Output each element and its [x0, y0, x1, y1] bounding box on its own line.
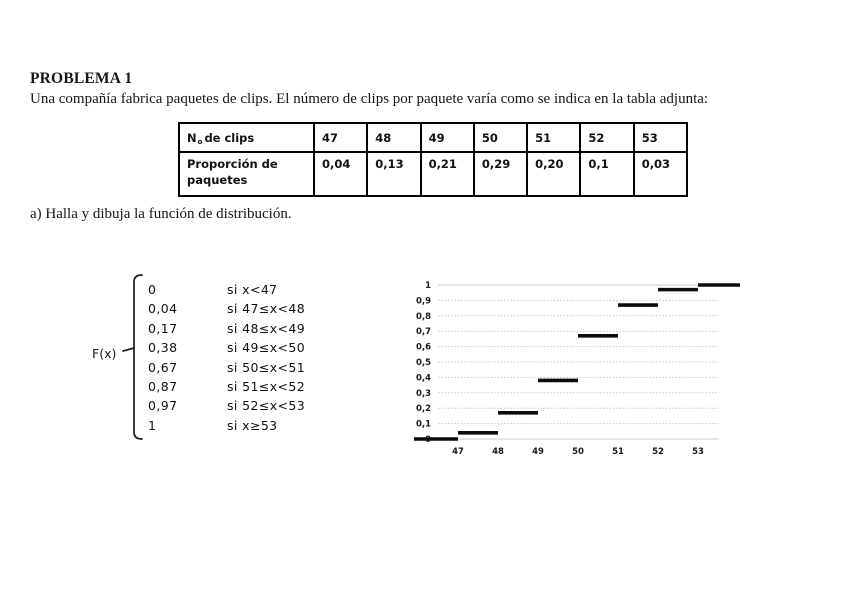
- clips-label-rest: de clips: [204, 130, 255, 145]
- function-piece: 0,17 si 48≤x<49: [148, 319, 305, 338]
- chart-y-tick-label: 0,8: [416, 312, 431, 322]
- piece-condition: si 52≤x<53: [227, 398, 306, 414]
- function-piece: 0,97 si 52≤x<53: [148, 396, 305, 415]
- piece-value: 0,04: [148, 301, 178, 317]
- chart-y-tick-label: 1: [425, 281, 431, 291]
- clips-label-prefix: N: [187, 130, 197, 145]
- function-piece: 0,87 si 51≤x<52: [148, 377, 305, 396]
- proportion-value-cell: 0,03: [632, 151, 689, 197]
- piece-condition: si 47≤x<48: [227, 301, 306, 317]
- piece-value: 0,38: [148, 340, 178, 356]
- function-piece: 0,38 si 49≤x<50: [148, 338, 305, 357]
- clips-value-cell: 48: [366, 122, 422, 153]
- piece-condition: si x<47: [227, 282, 278, 297]
- chart-x-tick-label: 50: [572, 447, 584, 457]
- proportion-row: Proporción de paquetes 0,04 0,13 0,21 0,29 0…: [178, 151, 689, 197]
- chart-y-tick-label: 0,1: [416, 420, 431, 430]
- chart-y-tick-label: 0,9: [416, 296, 431, 306]
- chart-y-tick-label: 0,6: [416, 343, 431, 353]
- chart-x-tick-label: 47: [452, 447, 464, 457]
- piece-value: 0,97: [148, 398, 178, 414]
- proportion-value-cell: 0,21: [419, 151, 475, 197]
- question-a: a) Halla y dibuja la función de distribu…: [30, 206, 292, 222]
- piece-condition: si 50≤x<51: [227, 359, 306, 375]
- chart-y-tick-label: 0,5: [416, 358, 431, 368]
- chart-x-tick-label: 52: [652, 447, 664, 457]
- chart-x-tick-label: 51: [612, 447, 624, 457]
- clips-value-cell: 51: [526, 122, 582, 153]
- proportion-value-cell: 0,29: [472, 151, 529, 197]
- function-name: F(x): [92, 346, 117, 361]
- chart-y-tick-label: 0,7: [416, 327, 431, 337]
- chart-y-tick-label: 0,4: [416, 373, 431, 383]
- clips-value-cell: 50: [472, 122, 529, 153]
- proportion-value-cell: 0,1: [579, 151, 635, 197]
- piece-value: 0,17: [148, 320, 178, 336]
- proportion-label-cell: Proporción de paquetes: [178, 151, 315, 197]
- function-piece: 0,04 si 47≤x<48: [148, 299, 305, 318]
- function-pieces: 0 si x<47 0,04 si 47≤x<48 0,17 si 48≤x<49 0,38…: [148, 280, 305, 435]
- clips-value-cell: 53: [632, 122, 689, 153]
- function-piece: 0,67 si 50≤x<51: [148, 358, 305, 377]
- frequency-table: No de clips 47 48 49 50 51 52 53 Proporción de …: [178, 122, 689, 197]
- problem-title: PROBLEMA 1: [30, 70, 133, 87]
- intro-text: Una compañía fabrica paquetes de clips. …: [30, 91, 709, 107]
- chart-x-tick-label: 48: [492, 447, 504, 457]
- proportion-value-cell: 0,04: [312, 151, 369, 197]
- proportion-value-cell: 0,13: [366, 151, 422, 197]
- piece-value: 1: [148, 417, 157, 433]
- clips-value-cell: 52: [579, 122, 635, 153]
- distribution-chart: 10,90,80,70,60,50,40,30,20,1047484950515…: [414, 281, 740, 457]
- piece-condition: si x≥53: [227, 417, 278, 433]
- piece-condition: si 48≤x<49: [227, 320, 306, 336]
- piece-value: 0,67: [148, 359, 178, 375]
- chart-x-tick-label: 53: [692, 447, 704, 457]
- chart-x-tick-label: 49: [532, 447, 544, 457]
- piece-condition: si 49≤x<50: [227, 340, 306, 356]
- chart-y-tick-label: 0,3: [416, 389, 431, 399]
- clips-value-cell: 47: [312, 122, 369, 153]
- clips-label-cell: No de clips: [178, 122, 315, 153]
- function-bracket-icon: [122, 274, 143, 440]
- clips-value-cell: 49: [419, 122, 475, 153]
- function-piece: 0 si x<47: [148, 280, 305, 299]
- function-piece: 1 si x≥53: [148, 416, 305, 435]
- chart-y-tick-label: 0,2: [416, 404, 431, 414]
- clips-label-ordinal: o: [197, 137, 203, 146]
- clips-row: No de clips 47 48 49 50 51 52 53: [178, 122, 689, 153]
- piece-condition: si 51≤x<52: [227, 378, 306, 394]
- piece-value: 0: [148, 282, 157, 297]
- proportion-value-cell: 0,20: [526, 151, 582, 197]
- piece-value: 0,87: [148, 378, 178, 394]
